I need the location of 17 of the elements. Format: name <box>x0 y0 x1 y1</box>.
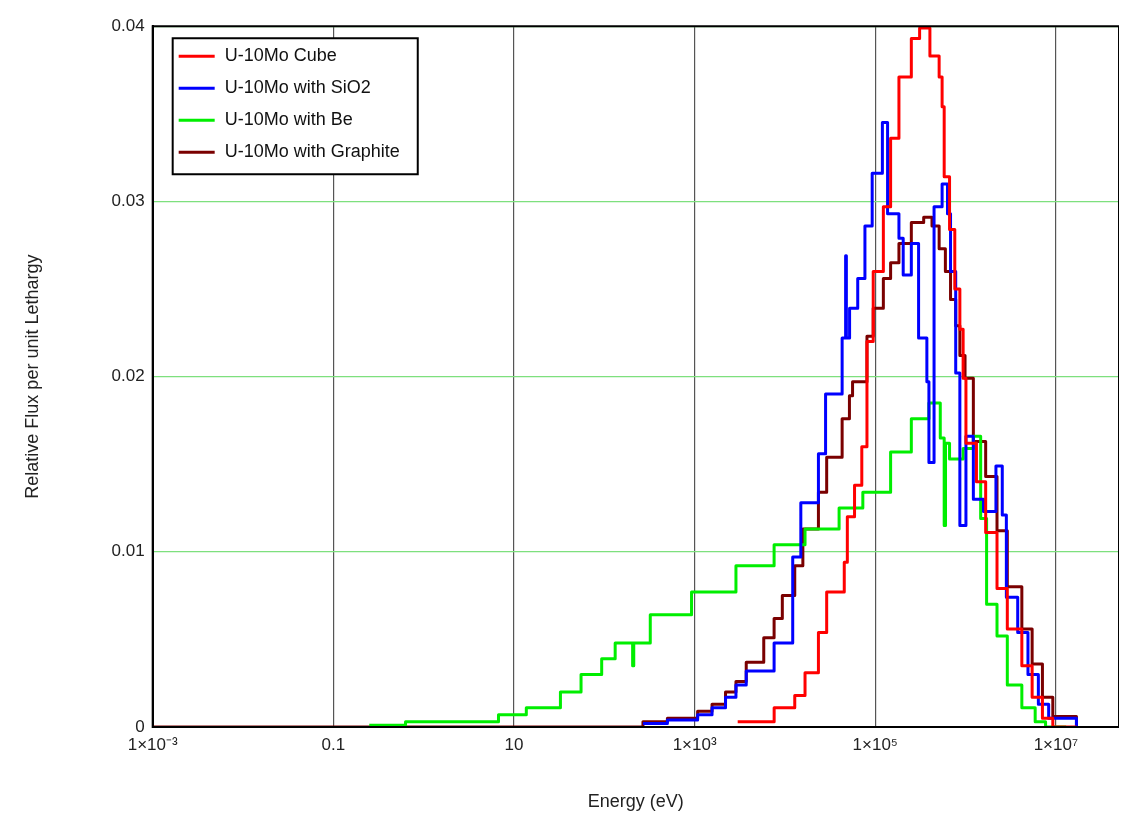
y-tick-label: 0 <box>135 716 145 736</box>
legend-label: U-10Mo with Be <box>224 109 353 130</box>
x-tick-label: 1×10⁵ <box>852 734 898 754</box>
x-tick-label: 1×10⁷ <box>1033 734 1079 754</box>
legend-label: U-10Mo with SiO2 <box>224 77 371 98</box>
x-tick-label: 0.1 <box>321 734 346 754</box>
x-tick-label: 1×10³ <box>672 734 717 754</box>
legend-label: U-10Mo with Graphite <box>224 141 400 162</box>
y-axis-title: Relative Flux per unit Lethargy <box>21 254 42 499</box>
y-tick-label: 0.01 <box>111 541 145 561</box>
y-tick-label: 0.03 <box>111 191 145 211</box>
legend-label: U-10Mo Cube <box>224 45 337 66</box>
x-tick-label: 10 <box>504 734 524 754</box>
x-tick-label: 1×10⁻³ <box>127 734 178 754</box>
x-axis-title: Energy (eV) <box>587 791 684 812</box>
y-tick-label: 0.04 <box>111 15 145 35</box>
y-tick-label: 0.02 <box>111 366 145 386</box>
